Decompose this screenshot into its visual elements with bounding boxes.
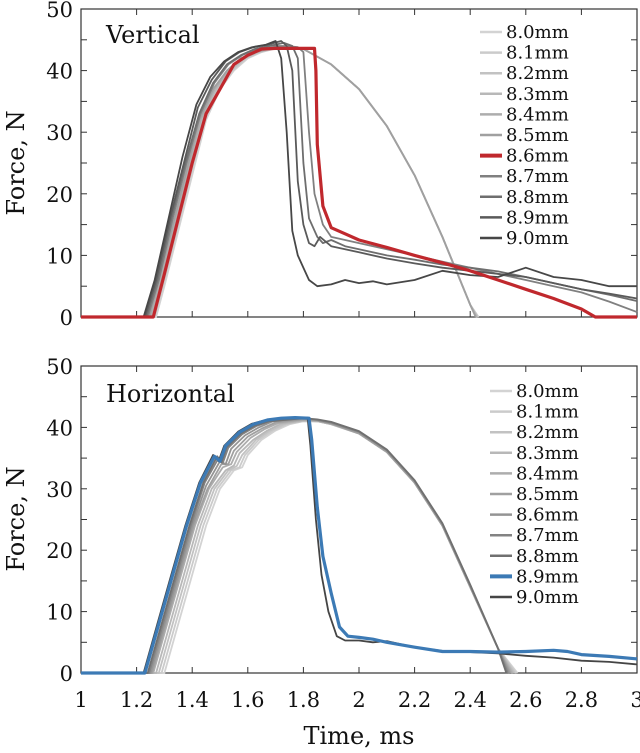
vertical-series-8.0mm (81, 46, 480, 318)
horizontal-legend-label: 8.6mm (516, 505, 579, 526)
vertical-y-tick-label: 40 (46, 60, 73, 84)
vertical-legend-label: 8.1mm (506, 43, 569, 64)
horizontal-legend-label: 8.0mm (516, 381, 579, 402)
horizontal-x-tick-label: 3 (630, 688, 640, 712)
vertical-series-8.1mm (81, 46, 480, 318)
horizontal-y-tick-label: 0 (60, 662, 73, 686)
horizontal-x-tick-label: 2 (352, 688, 365, 712)
vertical-y-tick-label: 0 (60, 306, 73, 330)
vertical-y-tick-label: 20 (46, 183, 73, 207)
vertical-y-tick-label: 50 (46, 0, 73, 22)
vertical-legend-label: 8.4mm (506, 104, 569, 125)
vertical-legend-label: 8.5mm (506, 125, 569, 146)
vertical-panel: Vertical Force, N 010203040508.0mm8.1mm8… (2, 0, 638, 330)
horizontal-series-8.2mm (81, 419, 516, 674)
vertical-series-8.5mm (81, 45, 477, 318)
vertical-series-8.6mm (81, 46, 637, 319)
horizontal-y-axis-title: Force, N (2, 466, 30, 571)
vertical-series-8.9mm (81, 40, 638, 318)
horizontal-x-tick-label: 1.4 (175, 688, 208, 712)
horizontal-panel-title: Horizontal (106, 380, 235, 408)
horizontal-legend-label: 8.2mm (516, 422, 579, 443)
vertical-legend-label: 8.7mm (506, 166, 569, 187)
horizontal-y-tick-label: 20 (46, 539, 73, 563)
horizontal-series-8.3mm (81, 419, 515, 674)
horizontal-series-8.7mm (81, 417, 509, 674)
horizontal-legend-label: 8.1mm (516, 402, 579, 423)
vertical-panel-title: Vertical (105, 21, 200, 49)
horizontal-legend-label: 9.0mm (516, 587, 579, 608)
vertical-legend-label: 8.2mm (506, 63, 569, 84)
horizontal-legend-label: 8.3mm (516, 443, 579, 464)
vertical-y-axis-title: Force, N (2, 110, 30, 215)
horizontal-y-tick-label: 40 (46, 416, 73, 440)
horizontal-legend-label: 8.7mm (516, 525, 579, 546)
vertical-legend-label: 8.0mm (506, 22, 569, 43)
vertical-legend-label: 9.0mm (506, 228, 569, 249)
x-axis-title: Time, ms (304, 722, 415, 750)
horizontal-series-8.6mm (81, 417, 510, 674)
vertical-series-8.8mm (81, 42, 638, 318)
horizontal-series-8.8mm (81, 417, 508, 674)
vertical-legend-label: 8.6mm (506, 146, 569, 167)
horizontal-y-tick-label: 10 (46, 601, 73, 625)
horizontal-series-8.4mm (81, 419, 513, 674)
horizontal-legend-label: 8.4mm (516, 463, 579, 484)
vertical-legend-label: 8.8mm (506, 187, 569, 208)
horizontal-x-tick-label: 1 (74, 688, 87, 712)
vertical-y-tick-label: 30 (46, 121, 73, 145)
horizontal-x-tick-label: 1.8 (287, 688, 320, 712)
horizontal-x-tick-label: 2.4 (453, 688, 486, 712)
horizontal-x-tick-label: 2.8 (565, 688, 598, 712)
horizontal-x-tick-label: 2.2 (398, 688, 431, 712)
horizontal-y-tick-label: 50 (46, 355, 73, 379)
horizontal-legend-label: 8.8mm (516, 546, 579, 567)
horizontal-series-8.1mm (81, 420, 517, 674)
horizontal-legend-label: 8.9mm (516, 566, 579, 587)
horizontal-x-tick-label: 1.2 (120, 688, 153, 712)
vertical-y-tick-label: 10 (46, 244, 73, 268)
horizontal-y-tick-label: 30 (46, 478, 73, 502)
vertical-legend-label: 8.9mm (506, 207, 569, 228)
horizontal-panel: Horizontal Force, N Time, ms 0 10 20 30 40 50… (2, 355, 640, 750)
horizontal-x-tick-label: 2.6 (509, 688, 542, 712)
horizontal-x-tick-label: 1.6 (231, 688, 264, 712)
horizontal-legend-label: 8.5mm (516, 484, 579, 505)
horizontal-series-8.5mm (81, 418, 512, 674)
horizontal-series-8.9mm (81, 416, 638, 675)
vertical-legend-label: 8.3mm (506, 84, 569, 105)
